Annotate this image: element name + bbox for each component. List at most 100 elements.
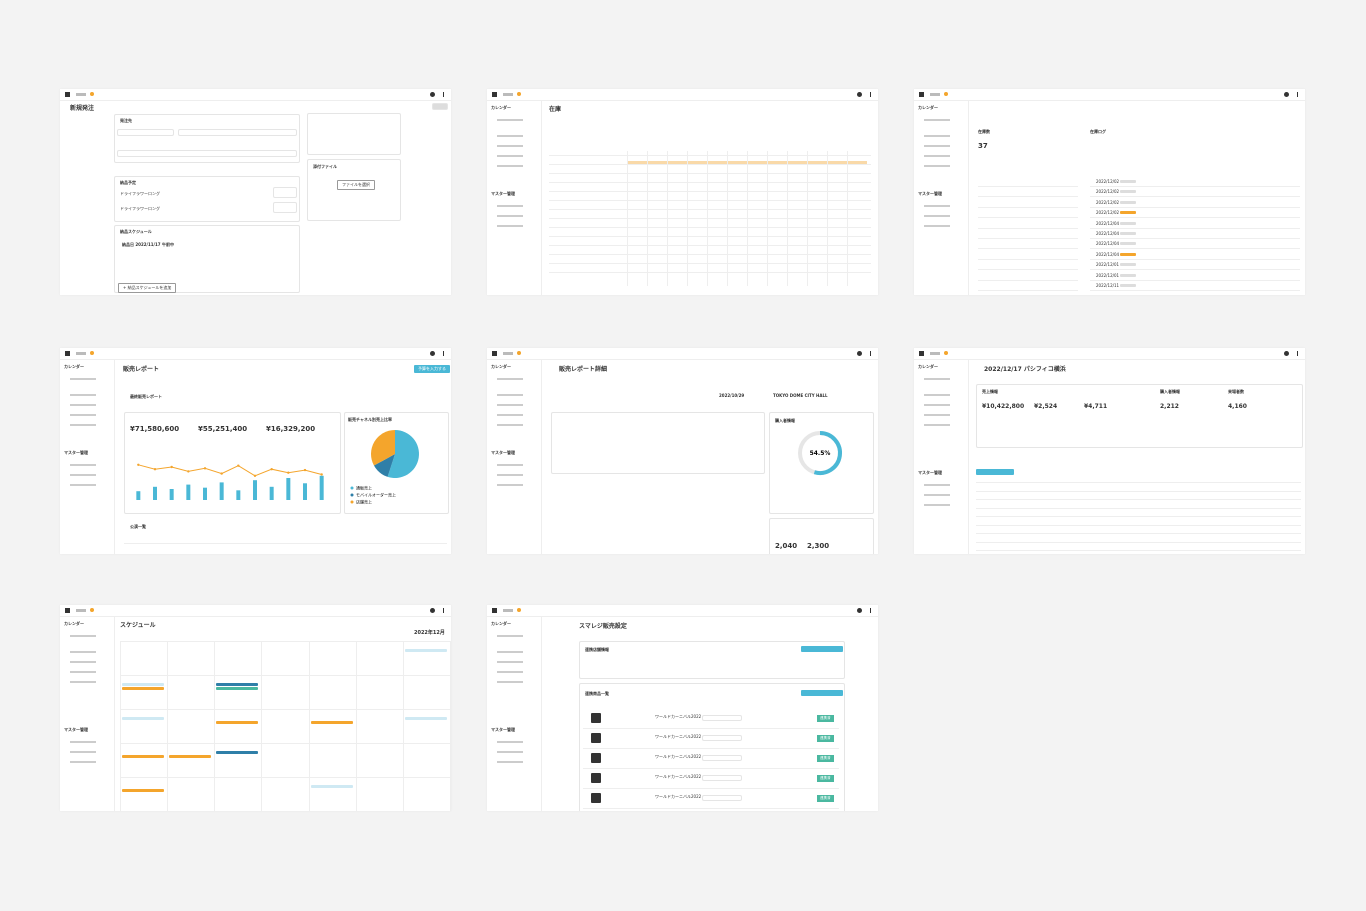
number: 2,212 <box>1160 403 1179 410</box>
attach-card <box>307 159 401 221</box>
message-card <box>307 113 401 155</box>
total: ¥71,580,600 <box>130 425 180 433</box>
event <box>310 785 353 788</box>
decor <box>857 92 862 97</box>
row-line <box>1090 269 1300 271</box>
decor <box>944 351 948 355</box>
decor <box>497 761 523 763</box>
decor <box>1284 92 1289 97</box>
stock-count: 37 <box>978 142 988 150</box>
decor <box>497 225 523 227</box>
total: ¥55,251,400 <box>198 425 248 433</box>
bar <box>319 475 324 500</box>
bar <box>153 486 157 500</box>
log-tag <box>1120 242 1136 246</box>
select <box>702 795 742 801</box>
thumb <box>591 773 601 783</box>
line <box>138 464 322 477</box>
schedule-card <box>114 225 300 293</box>
bar <box>203 487 207 500</box>
input <box>178 129 297 136</box>
decor <box>497 484 523 486</box>
decor <box>430 92 435 97</box>
sidebar: カレンダーマスター管理 <box>914 101 969 295</box>
date: 納品日 2022/11/17 午前中 <box>122 242 174 247</box>
log-tag <box>1120 180 1136 183</box>
decor <box>70 661 96 663</box>
decor <box>517 608 521 612</box>
product-name: ワールドカーニバル2022 <box>655 754 702 759</box>
decor <box>870 351 871 356</box>
decor <box>857 351 862 356</box>
bar <box>303 483 307 500</box>
label: 在庫ログ <box>1090 129 1106 134</box>
budget-button[interactable]: 予算を入力する <box>414 365 450 373</box>
row-line <box>549 236 871 237</box>
decor <box>497 404 523 406</box>
sidebar: カレンダー マスター管理 <box>487 617 542 811</box>
point <box>287 471 290 474</box>
badge: 連携済 <box>817 775 834 782</box>
sidebar: カレンダー マスター管理 <box>487 101 542 295</box>
label: 納品予定 <box>120 180 136 185</box>
decor <box>70 484 96 486</box>
stock-panel: カレンダー マスター管理 在庫数 37 在庫ログ 2022/12/02 2022/1… <box>914 89 1305 295</box>
event <box>404 717 447 720</box>
select <box>702 775 742 781</box>
add-button[interactable]: + 納品スケジュールを追加 <box>118 283 177 293</box>
decor <box>924 504 950 506</box>
sync-button[interactable] <box>801 690 843 696</box>
col-line <box>767 151 768 286</box>
row-line <box>120 641 450 642</box>
save-button[interactable] <box>432 103 448 110</box>
decor <box>870 608 871 613</box>
legend-dot <box>350 486 354 490</box>
input <box>273 202 297 213</box>
bar <box>286 478 291 500</box>
row-line <box>978 196 1078 198</box>
legend-label: モバイルオーダー売上 <box>356 492 396 498</box>
log-tag <box>1120 263 1136 267</box>
point <box>203 467 207 470</box>
row-line <box>1090 258 1300 260</box>
nav: マスター管理 <box>918 191 942 196</box>
item: ドライフラワーロング <box>120 191 160 196</box>
row-line <box>583 748 839 749</box>
bar <box>219 482 224 500</box>
file-button[interactable]: ファイルを選択 <box>337 180 375 190</box>
col-line <box>827 151 828 286</box>
decor <box>919 92 924 97</box>
tab[interactable] <box>976 469 1014 475</box>
col-line <box>450 641 451 811</box>
legend-label: 通販売上 <box>356 485 372 491</box>
row-line <box>120 675 450 676</box>
new-order-panel: 新規発注 発注先 納品予定 ドライフラワーロング ドライフラワーロング 納品スケ… <box>60 89 451 295</box>
buyers-card <box>769 412 874 514</box>
decor <box>930 352 940 355</box>
combo-chart <box>136 463 324 500</box>
log-tag <box>1120 200 1136 204</box>
sync-button[interactable] <box>801 646 843 652</box>
nav: カレンダー <box>491 364 511 369</box>
decor <box>70 424 96 426</box>
row-line <box>120 777 450 778</box>
decor <box>919 351 924 356</box>
row-line <box>976 516 1301 517</box>
nav: カレンダー <box>918 105 938 110</box>
thumb <box>591 793 601 803</box>
row-line <box>976 490 1301 492</box>
event <box>310 721 353 724</box>
event <box>122 717 165 720</box>
col-line <box>807 151 808 286</box>
decor <box>430 608 435 613</box>
nav: カレンダー <box>918 364 938 369</box>
event <box>216 751 259 754</box>
decor <box>497 165 523 167</box>
topbar <box>60 605 451 617</box>
decor <box>497 635 523 637</box>
bar <box>269 486 274 500</box>
title: 販売レポート詳細 <box>559 366 608 373</box>
decor <box>70 394 96 396</box>
log-tag <box>1120 284 1136 287</box>
